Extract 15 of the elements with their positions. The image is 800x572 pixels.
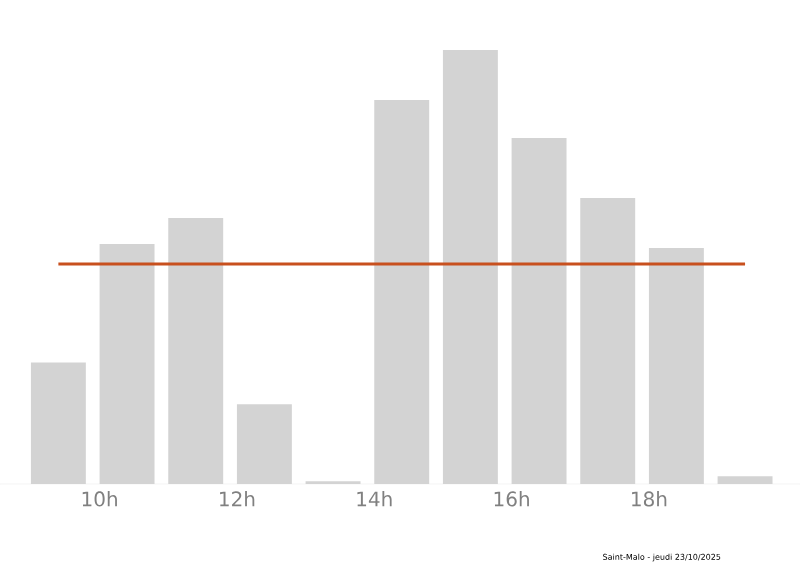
bar xyxy=(580,198,636,484)
bar xyxy=(717,476,773,484)
x-tick-label: 14h xyxy=(357,491,392,507)
x-tick-label: 18h xyxy=(632,491,667,507)
bar xyxy=(168,217,224,484)
bar xyxy=(511,138,567,484)
bar xyxy=(442,50,498,484)
bar xyxy=(30,362,86,484)
x-tick-label: 10h xyxy=(82,491,117,507)
bar xyxy=(648,247,704,484)
bar xyxy=(236,404,292,484)
x-tick-label: 16h xyxy=(494,491,529,507)
bar xyxy=(374,99,430,484)
x-tick-label: 12h xyxy=(220,491,255,507)
bar xyxy=(99,244,155,484)
